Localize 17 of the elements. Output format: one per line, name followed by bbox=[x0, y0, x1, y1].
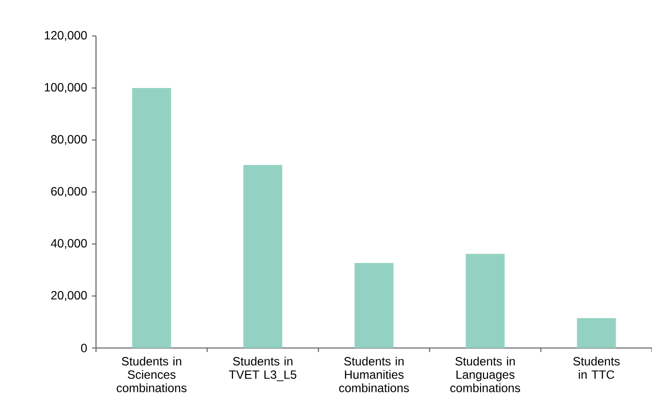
x-tick-label: Students in Humanities combinations bbox=[339, 356, 409, 392]
y-tick-label: 20,000 bbox=[51, 291, 87, 301]
y-tick-label: 60,000 bbox=[51, 187, 87, 197]
bar bbox=[132, 88, 172, 348]
x-tick-label: Students in Languages combinations bbox=[450, 356, 520, 392]
bar bbox=[466, 254, 505, 348]
y-tick-label: 40,000 bbox=[50, 239, 87, 249]
x-tick-label: Students in TTC bbox=[573, 356, 620, 379]
x-tick-label: Students in Sciences combinations bbox=[116, 356, 187, 392]
y-tick-label: 120,000 bbox=[44, 31, 87, 41]
y-tick-label: 80,000 bbox=[51, 135, 87, 145]
bar bbox=[243, 164, 282, 348]
bar bbox=[354, 262, 394, 348]
y-tick-label: 0 bbox=[81, 344, 87, 352]
bar bbox=[576, 318, 616, 348]
y-tick-label: 100,000 bbox=[44, 83, 87, 93]
x-tick-label: Students in TVET L3_L5 bbox=[229, 356, 296, 382]
